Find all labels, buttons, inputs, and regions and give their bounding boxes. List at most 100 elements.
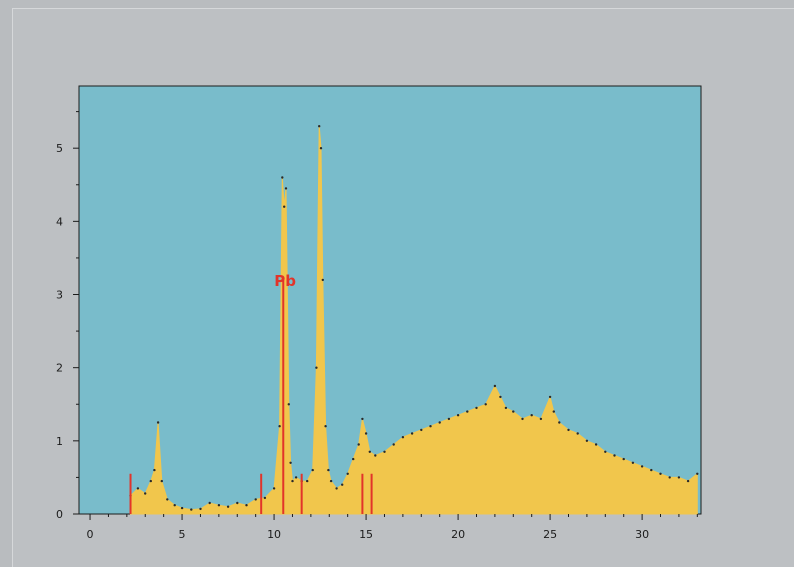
- data-point: [357, 443, 360, 446]
- data-point: [475, 406, 478, 410]
- y-tick-label: 4: [56, 215, 63, 228]
- data-point: [324, 425, 327, 428]
- data-point: [321, 278, 324, 282]
- data-point: [466, 410, 469, 413]
- data-point: [539, 417, 543, 421]
- data-point: [289, 461, 292, 464]
- data-point: [576, 432, 579, 435]
- data-point: [512, 410, 515, 413]
- data-point: [604, 450, 607, 453]
- data-point: [283, 205, 286, 208]
- data-point: [272, 487, 276, 490]
- y-tick-label: 3: [56, 289, 63, 302]
- data-point: [383, 450, 386, 453]
- data-point: [136, 487, 140, 490]
- data-point: [401, 436, 405, 439]
- data-point: [284, 187, 288, 190]
- data-point: [281, 176, 284, 179]
- x-tick-label: 15: [359, 528, 373, 541]
- data-point: [199, 507, 202, 511]
- data-point: [677, 476, 681, 479]
- data-point: [311, 468, 314, 472]
- data-point: [650, 468, 653, 472]
- data-point: [456, 414, 460, 417]
- data-point: [352, 457, 355, 461]
- data-point: [254, 498, 257, 501]
- data-point: [493, 384, 497, 388]
- data-point: [585, 439, 589, 442]
- annotation-layer: Pb: [274, 272, 296, 290]
- data-point: [287, 403, 290, 406]
- data-point: [668, 476, 671, 479]
- data-point: [484, 403, 487, 406]
- data-point: [263, 496, 267, 500]
- data-point: [594, 443, 598, 446]
- data-point: [144, 492, 147, 495]
- x-tick-label: 0: [87, 528, 94, 541]
- data-point: [392, 443, 395, 446]
- data-point: [315, 366, 318, 369]
- data-point: [160, 479, 163, 483]
- data-point: [341, 483, 344, 486]
- spectrum-chart: 0 5 10 15 20 25 30 0 1 2 3 4 5 Pb: [56, 85, 702, 541]
- data-point: [631, 461, 635, 464]
- x-tick-label: 30: [635, 528, 649, 541]
- x-tick-label: 25: [543, 528, 557, 541]
- data-point: [180, 506, 184, 510]
- data-point: [361, 417, 364, 421]
- data-point: [447, 417, 451, 421]
- data-point: [153, 468, 156, 472]
- data-point: [166, 498, 169, 501]
- x-tick-label: 20: [451, 528, 465, 541]
- y-tick-label: 1: [56, 435, 63, 448]
- data-point: [552, 410, 555, 413]
- data-point: [364, 432, 368, 435]
- data-point: [622, 457, 625, 461]
- data-point: [329, 479, 333, 483]
- data-point: [306, 479, 309, 483]
- data-point: [173, 504, 176, 507]
- data-point: [156, 421, 160, 424]
- element-annotation-label: Pb: [274, 272, 296, 290]
- data-point: [613, 454, 616, 457]
- data-point: [686, 479, 690, 483]
- data-point: [208, 501, 211, 505]
- figure-frame: 0 5 10 15 20 25 30 0 1 2 3 4 5 Pb: [12, 8, 794, 567]
- y-tick-label: 5: [56, 142, 63, 155]
- data-point: [217, 504, 221, 507]
- y-tick-label: 0: [56, 508, 63, 521]
- data-point: [335, 487, 338, 490]
- data-point: [504, 406, 508, 410]
- data-point: [558, 421, 561, 424]
- x-tick-label: 10: [267, 528, 281, 541]
- data-point: [245, 504, 248, 507]
- data-point: [548, 395, 552, 399]
- data-point: [346, 472, 349, 475]
- data-point: [291, 479, 294, 483]
- y-tick-label: 2: [56, 362, 63, 375]
- x-tick-label: 5: [179, 528, 186, 541]
- series-layer: [129, 125, 699, 515]
- data-point: [567, 428, 570, 432]
- data-point: [226, 505, 230, 508]
- plot-area: [78, 85, 702, 515]
- data-point: [420, 428, 423, 432]
- data-point: [278, 425, 281, 428]
- data-point: [374, 454, 377, 457]
- data-point: [429, 425, 432, 428]
- data-point: [521, 417, 524, 421]
- data-point: [327, 468, 330, 472]
- data-point: [499, 395, 502, 399]
- data-point: [319, 147, 323, 150]
- data-point: [190, 508, 193, 511]
- data-point: [410, 432, 414, 435]
- axis-layer: 0 5 10 15 20 25 30 0 1 2 3 4 5: [56, 111, 698, 541]
- data-point: [530, 414, 533, 417]
- marker-layer: [129, 279, 373, 514]
- data-point: [236, 501, 239, 505]
- data-point: [438, 421, 441, 424]
- data-point: [640, 465, 644, 468]
- data-point: [368, 450, 371, 453]
- data-point: [149, 479, 152, 483]
- data-point: [659, 472, 662, 475]
